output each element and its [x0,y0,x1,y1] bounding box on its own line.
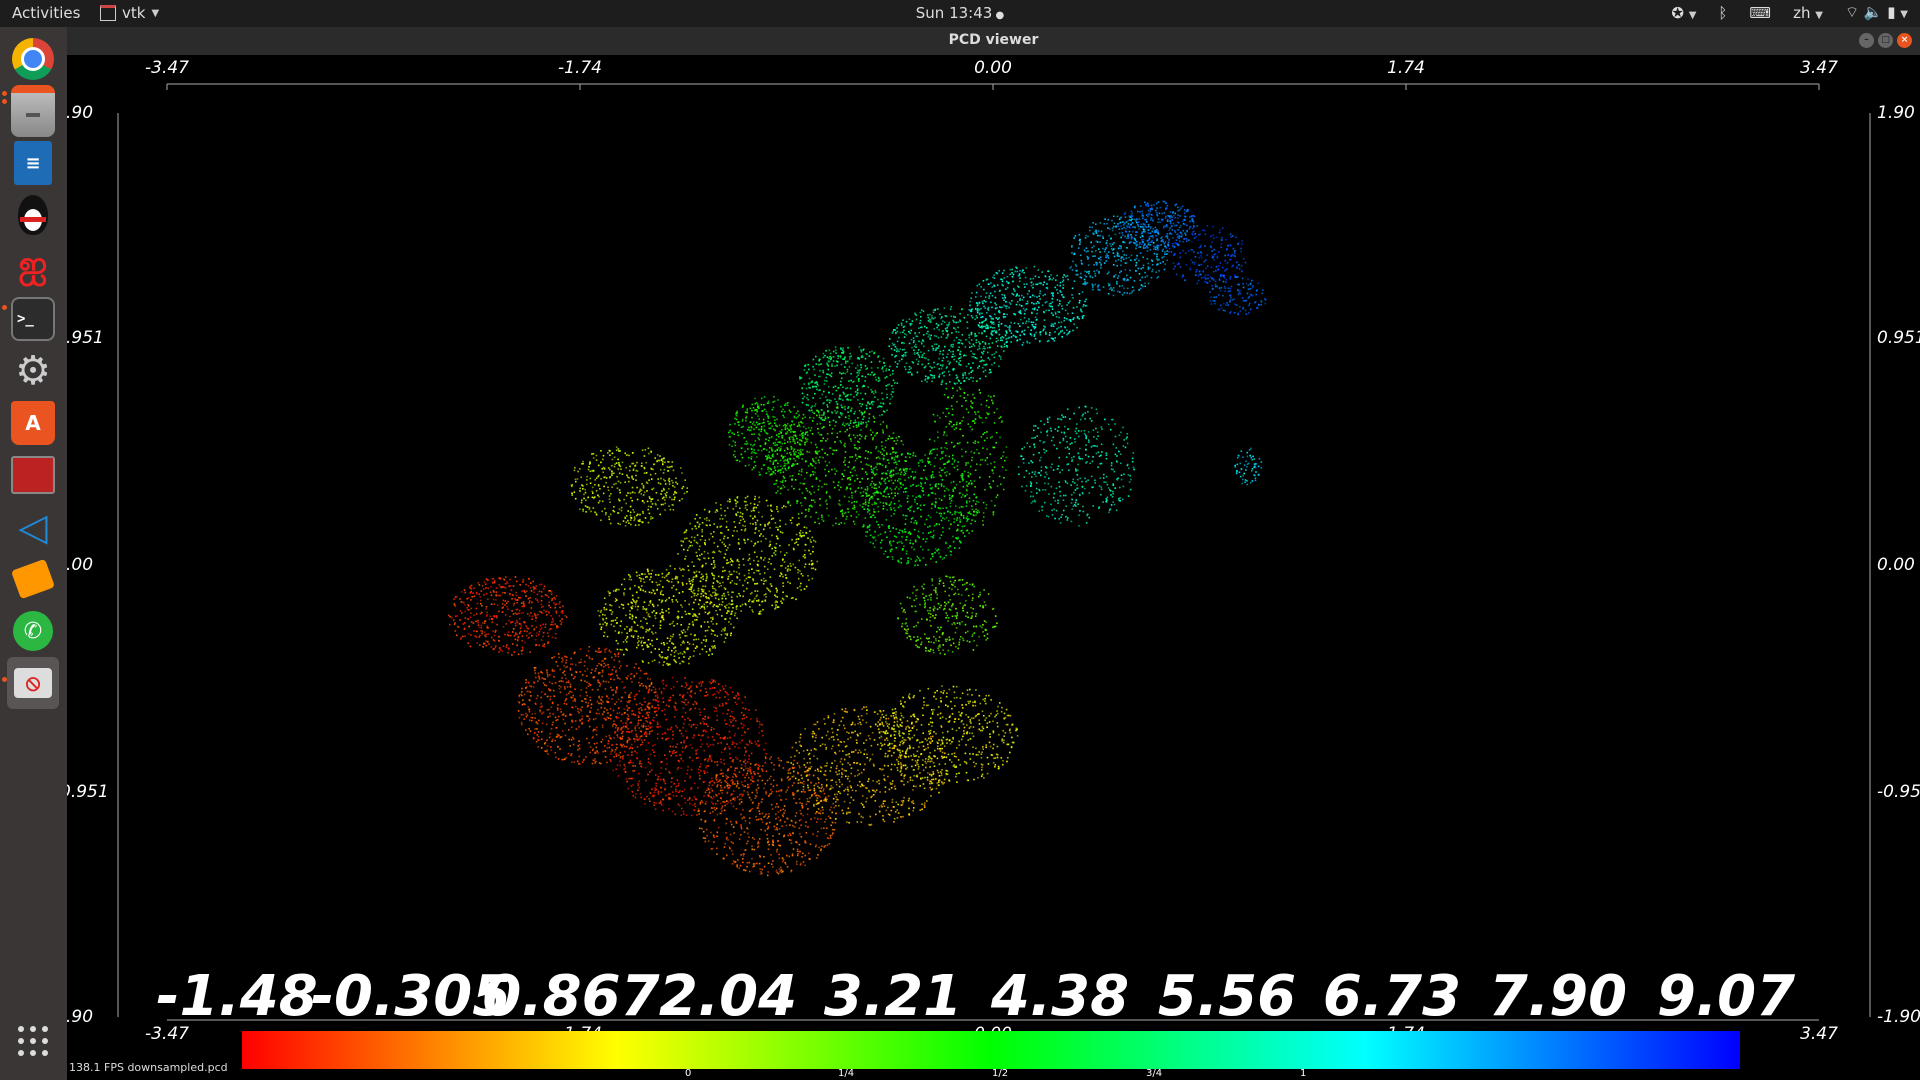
chevron-down-icon: ▼ [151,7,160,19]
file-name: downsampled.pcd [127,1061,228,1074]
left-axis-label: .90 [67,103,93,123]
pcd-viewport[interactable]: -3.47 -1.74 0.00 1.74 3.47 -3.47 -1.74 0… [67,55,1920,1080]
left-axis-label: 0.951 [67,782,109,802]
color-scale-fraction: 0 [685,1068,691,1079]
viewport-canvas[interactable]: -3.47 -1.74 0.00 1.74 3.47 -3.47 -1.74 0… [67,55,1920,1080]
system-tray[interactable]: ✪ ▼ ᛒ ⌨ zh ▼ ⌔ 🔈 ▮ ▼ [1671,3,1908,22]
color-scale-bar [242,1031,1740,1069]
scale-value-label: 5.56 [1158,964,1296,1029]
right-axis-label: 1.90 [1877,103,1915,123]
fps-readout: 138.1 FPS [69,1061,124,1074]
color-scale-fraction: 1/2 [992,1068,1008,1079]
top-axis-ticks [166,84,1820,90]
qq-launcher[interactable] [7,189,59,241]
app-icon [100,5,116,21]
minimize-button[interactable]: – [1859,33,1874,48]
music-launcher[interactable]: ஐ [7,241,59,293]
app-menu[interactable]: vtk ▼ [100,4,159,22]
right-axis-label: 0.951 [1877,328,1920,348]
terminal-launcher[interactable]: >_ [7,293,59,345]
settings-launcher[interactable]: ⚙ [7,345,59,397]
clock[interactable]: Sun 13:43 [915,4,993,22]
sublime-launcher[interactable] [7,553,59,605]
color-scale-fraction: 3/4 [1146,1068,1162,1079]
accessibility-icon[interactable]: ✪ ▼ [1671,3,1697,22]
keyboard-icon[interactable]: ⌨ [1749,3,1772,22]
show-applications-button[interactable] [7,1015,59,1067]
whatsapp-launcher[interactable]: ✆ [7,605,59,657]
software-center-icon: A [11,401,55,445]
running-indicator [2,305,7,310]
music-icon: ஐ [18,244,48,285]
sublime-icon [10,558,56,600]
scale-value-label: 2.04 [659,964,797,1029]
top-axis-label: -1.74 [558,58,602,78]
system-status-icons[interactable]: ⌔ 🔈 ▮ ▼ [1844,3,1908,21]
gear-icon: ⚙ [15,348,51,394]
no-entry-icon: ⦸ [14,668,52,698]
remote-desktop-icon [11,456,55,494]
software-launcher[interactable]: A [7,397,59,449]
right-axis-label: -0.95 [1877,782,1920,802]
color-scale-fraction: 1 [1300,1068,1306,1079]
chrome-launcher[interactable] [7,33,59,85]
vscode-launcher[interactable]: ◁ [7,501,59,553]
chrome-icon [12,38,54,80]
scale-value-label: 9.07 [1657,964,1795,1029]
window-title: PCD viewer [948,32,1039,48]
bottom-axis-label: -3.47 [145,1024,189,1044]
color-scale-fraction: 1/4 [838,1068,854,1079]
right-axis-label: 0.00 [1877,555,1915,575]
status-text: 138.1 FPS downsampled.pcd [69,1061,228,1074]
close-button[interactable]: × [1897,33,1912,48]
left-axis-label: .00 [67,555,93,575]
whatsapp-icon: ✆ [13,611,53,651]
vscode-icon: ◁ [18,505,48,549]
scale-value-label: 4.38 [990,964,1129,1029]
scale-value-label: 3.21 [824,964,962,1029]
top-axis-label: 1.74 [1387,58,1425,78]
scale-value-label: -0.305 [311,964,511,1029]
top-axis-label: -3.47 [145,58,189,78]
left-axis-label: .951 [67,328,104,348]
running-indicator [2,99,7,104]
app-menu-label: vtk [122,4,146,22]
running-indicator [2,91,7,96]
bluetooth-icon[interactable]: ᛒ [1718,3,1728,22]
grid-icon [18,1026,48,1056]
language-selector[interactable]: zh ▼ [1793,3,1823,22]
maximize-button[interactable]: □ [1878,33,1893,48]
window-titlebar[interactable]: PCD viewer – □ × [67,27,1920,55]
files-launcher[interactable] [7,85,59,137]
scale-value-label: -1.48 [156,964,317,1029]
left-axis-label: .90 [67,1007,93,1027]
remmina-launcher[interactable] [7,449,59,501]
scale-value-label: 0.867 [482,964,659,1029]
dock: ≡ ஐ >_ ⚙ A ◁ ✆ ⦸ [0,27,67,1080]
files-icon [11,85,55,137]
pcd-viewer-launcher[interactable]: ⦸ [7,657,59,709]
top-axis-label: 3.47 [1800,58,1838,78]
top-axis-label: 0.00 [974,58,1012,78]
terminal-icon: >_ [11,297,55,341]
activities-button[interactable]: Activities [12,4,81,22]
right-axis-label: -1.90 [1877,1007,1920,1027]
writer-launcher[interactable]: ≡ [7,137,59,189]
scale-value-label: 7.90 [1489,964,1627,1029]
document-icon: ≡ [14,141,52,185]
scale-value-label: 6.73 [1323,964,1461,1029]
bottom-axis-label: 3.47 [1800,1024,1838,1044]
top-bar: Activities vtk ▼ Sun 13:43 ● ✪ ▼ ᛒ ⌨ zh … [0,0,1920,27]
running-indicator [2,677,7,682]
point-cloud [448,200,1267,877]
penguin-icon [18,195,48,235]
